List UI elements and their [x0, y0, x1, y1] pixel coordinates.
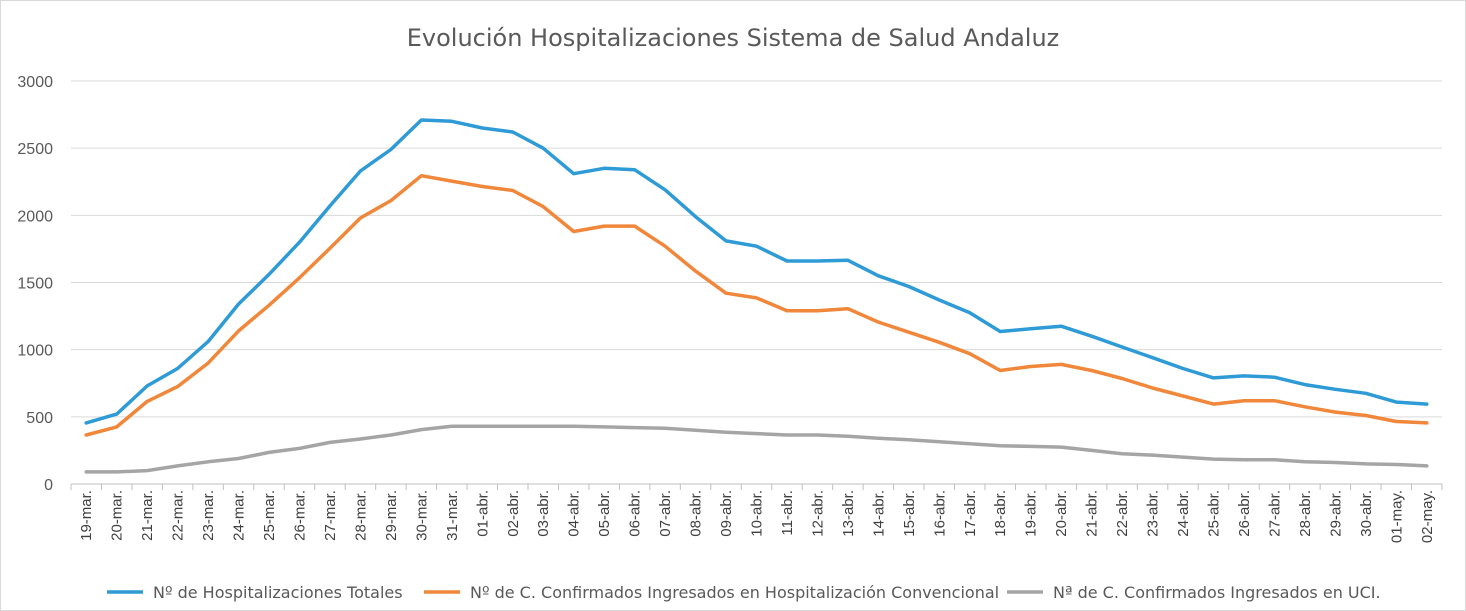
x-tick-label: 30-mar. [413, 490, 430, 541]
x-tick-label: 15-abr. [901, 490, 918, 537]
x-tick-label: 19-abr. [1023, 490, 1040, 537]
x-tick-label: 27-mar. [322, 490, 339, 541]
legend: Nº de Hospitalizaciones Totales Nº de C. … [107, 583, 1381, 602]
series-lines [84, 118, 1429, 474]
x-tick-label: 09-abr. [718, 490, 735, 537]
x-tick-label: 13-abr. [840, 490, 857, 537]
x-tick-label: 23-abr. [1145, 490, 1162, 537]
y-tick-label: 0 [44, 477, 53, 494]
x-tick-label: 29-mar. [383, 490, 400, 541]
x-tick-label: 06-abr. [627, 490, 644, 537]
x-tick-label: 21-abr. [1084, 490, 1101, 537]
y-tick-label: 2000 [17, 208, 53, 225]
x-tick-label: 24-abr. [1175, 490, 1192, 537]
x-tick-label: 28-mar. [352, 490, 369, 541]
x-tick-label: 12-abr. [809, 490, 826, 537]
x-tick-label: 14-abr. [870, 490, 887, 537]
y-tick-label: 3000 [17, 74, 53, 91]
x-tick-label: 04-abr. [566, 490, 583, 537]
y-tick-label: 500 [26, 410, 53, 427]
x-tick-label: 01-abr. [474, 490, 491, 537]
x-tick-label: 31-mar. [444, 490, 461, 541]
x-tick-label: 17-abr. [962, 490, 979, 537]
x-tick-label: 11-abr. [779, 490, 796, 536]
x-tick-label: 01-may. [1388, 490, 1405, 543]
y-tick-label: 2500 [17, 141, 53, 158]
x-tick-label: 24-mar. [231, 490, 248, 541]
legend-label: Nº de Hospitalizaciones Totales [153, 583, 403, 602]
y-tick-label: 1000 [17, 343, 53, 360]
x-tick-label: 05-abr. [596, 490, 613, 537]
x-tick-label: 28-abr. [1297, 490, 1314, 537]
x-tick-label: 30-abr. [1358, 490, 1375, 537]
x-tick-label: 26-mar. [292, 490, 309, 541]
x-tick-label: 07-abr. [657, 490, 674, 537]
x-tick-label: 19-mar. [78, 490, 95, 541]
x-tick-label: 21-mar. [139, 490, 156, 541]
x-axis: 19-mar. 20-mar. 21-mar. 22-mar. 23-mar. 24-ma… [70, 483, 1443, 543]
x-tick-label: 10-abr. [749, 490, 766, 537]
legend-label: Nª de C. Confirmados Ingresados en UCI. [1053, 583, 1381, 602]
x-tick-label: 02-may. [1419, 490, 1436, 543]
legend-label: Nº de C. Confirmados Ingresados en Hospi… [470, 583, 999, 602]
x-tick-label: 27-abr. [1266, 490, 1283, 537]
x-tick-label: 20-mar. [109, 490, 126, 541]
y-tick-label: 1500 [17, 276, 53, 293]
x-tick-label: 20-abr. [1053, 490, 1070, 537]
y-axis-ticks: 0 500 1000 1500 2000 2500 3000 [17, 74, 53, 494]
x-tick-label: 29-abr. [1327, 490, 1344, 537]
gridlines [71, 80, 1442, 418]
x-tick-label: 25-abr. [1206, 490, 1223, 537]
x-tick-label: 08-abr. [688, 490, 705, 537]
x-tick-label: 25-mar. [261, 490, 278, 541]
series-line [84, 118, 1429, 425]
chart-title: Evolución Hospitalizaciones Sistema de S… [407, 24, 1060, 52]
x-tick-label: 18-abr. [992, 490, 1009, 537]
series-line [84, 173, 1429, 437]
x-tick-label: 22-mar. [170, 490, 187, 541]
x-tick-label: 26-abr. [1236, 490, 1253, 537]
x-tick-label: 23-mar. [200, 490, 217, 541]
series-line [84, 424, 1429, 474]
x-tick-label: 16-abr. [931, 490, 948, 537]
x-tick-label: 03-abr. [535, 490, 552, 537]
x-tick-label: 22-abr. [1114, 490, 1131, 537]
x-tick-label: 02-abr. [505, 490, 522, 537]
